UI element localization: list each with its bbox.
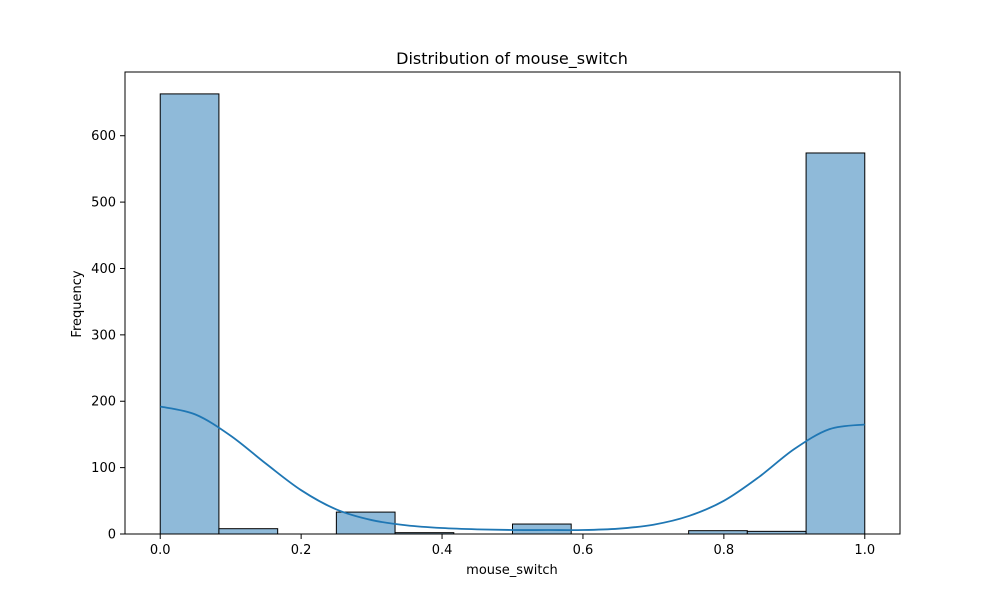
chart-title: Distribution of mouse_switch bbox=[396, 49, 628, 69]
y-tick-label: 500 bbox=[91, 196, 116, 211]
x-tick-label: 0.2 bbox=[291, 543, 312, 558]
bars-layer bbox=[159, 93, 866, 535]
y-tick-label: 400 bbox=[91, 262, 116, 277]
x-tick-label: 0.4 bbox=[432, 543, 453, 558]
y-tick-label: 600 bbox=[91, 129, 116, 144]
histogram-bar bbox=[512, 523, 572, 535]
kde-curve bbox=[160, 405, 865, 532]
histogram-bar bbox=[159, 93, 220, 535]
x-tick-label: 1.0 bbox=[854, 543, 875, 558]
histogram-bar bbox=[805, 152, 866, 535]
y-tick-label: 200 bbox=[91, 395, 116, 410]
y-axis: 0 100 200 300 400 500 600 bbox=[91, 129, 125, 543]
x-tick-label: 0.8 bbox=[714, 543, 735, 558]
y-axis-label: Frequency bbox=[70, 270, 85, 337]
y-tick-label: 300 bbox=[91, 328, 116, 343]
x-axis: 0.0 0.2 0.4 0.6 0.8 1.0 bbox=[150, 534, 875, 558]
y-tick-label: 0 bbox=[108, 528, 116, 543]
plot-frame bbox=[124, 71, 901, 535]
x-axis-label: mouse_switch bbox=[466, 563, 558, 578]
y-tick-label: 100 bbox=[91, 461, 116, 476]
x-tick-label: 0.0 bbox=[150, 543, 171, 558]
histogram-bar bbox=[218, 528, 279, 535]
x-tick-label: 0.6 bbox=[573, 543, 594, 558]
